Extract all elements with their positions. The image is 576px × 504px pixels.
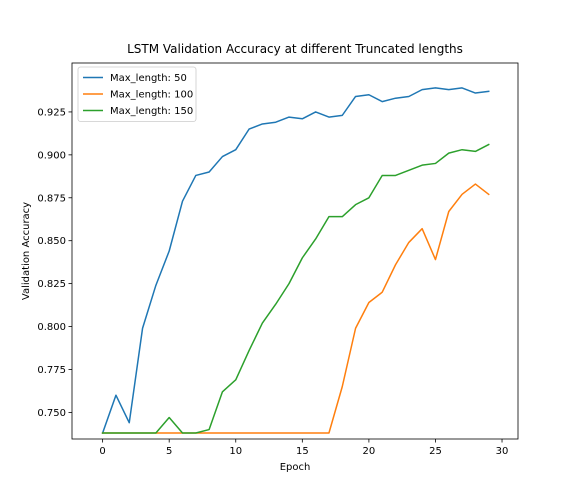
x-tick-label: 20 <box>363 446 376 457</box>
y-tick-label: 0.850 <box>37 236 66 247</box>
series-line-1 <box>101 87 490 434</box>
axis-ticks: 0 5 10 15 20 25 30 0.750 0.775 0.800 0.825 0.850 0.8… <box>37 107 508 457</box>
legend-box <box>77 66 197 122</box>
x-tick-label: 0 <box>99 446 105 457</box>
x-tick-label: 30 <box>496 446 509 457</box>
x-axis-label: Epoch <box>280 462 311 473</box>
series-lines <box>101 87 490 434</box>
chart-title: LSTM Validation Accuracy at different Tr… <box>127 42 463 56</box>
x-tick-label: 15 <box>296 446 309 457</box>
legend: Max_length: 50 Max_length: 100 Max_length:… <box>77 66 197 122</box>
legend-label-1: Max_length: 50 <box>110 73 187 84</box>
plot-frame <box>71 62 519 440</box>
y-axis-label: Validation Accuracy <box>21 202 32 300</box>
series-line-2 <box>101 183 490 434</box>
y-tick-label: 0.825 <box>37 279 66 290</box>
y-tick-label: 0.900 <box>37 150 66 161</box>
y-tick-label: 0.925 <box>37 107 66 118</box>
x-tick-label: 25 <box>429 446 442 457</box>
legend-label-2: Max_length: 100 <box>110 90 193 101</box>
y-tick-label: 0.875 <box>37 193 66 204</box>
legend-label-3: Max_length: 150 <box>110 106 193 117</box>
y-tick-label: 0.750 <box>37 408 66 419</box>
axes-frame <box>71 62 519 440</box>
x-tick-label: 10 <box>229 446 242 457</box>
series-line-3 <box>101 143 490 434</box>
x-tick-label: 5 <box>166 446 172 457</box>
y-tick-label: 0.775 <box>37 365 66 376</box>
y-tick-label: 0.800 <box>37 322 66 333</box>
